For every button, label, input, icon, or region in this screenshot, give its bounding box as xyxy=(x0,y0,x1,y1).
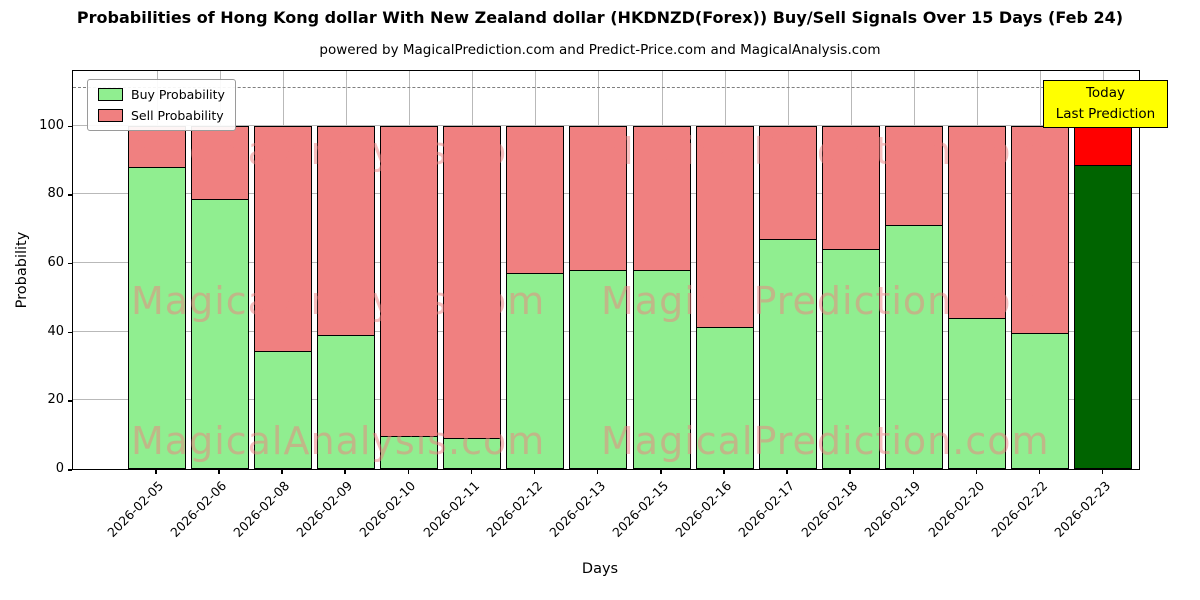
y-tick-mark xyxy=(68,469,72,471)
y-axis-label: Probability xyxy=(14,231,30,309)
x-tick-mark xyxy=(344,470,346,474)
legend-item-buy: Buy Probability xyxy=(98,87,225,102)
x-tick-label: 2026-02-09 xyxy=(293,478,356,540)
h-gridline xyxy=(73,124,1139,126)
sell-bar-2026-02-19 xyxy=(885,125,944,227)
x-axis-label: Days xyxy=(581,561,619,577)
sell-bar-2026-02-10 xyxy=(380,125,439,438)
sell-bar-2026-02-12 xyxy=(506,125,565,275)
x-tick-label: 2026-02-08 xyxy=(230,478,293,540)
chart-title: Probabilities of Hong Kong dollar With N… xyxy=(76,8,1124,27)
y-tick-mark xyxy=(68,400,72,402)
watermark-text-right: MagicalPrediction.com xyxy=(601,419,1050,463)
y-tick-label: 20 xyxy=(47,392,64,408)
watermark-text-right: MagicalPrediction.com xyxy=(601,129,1050,173)
sell-bar-2026-02-06 xyxy=(190,125,249,201)
buy-bar-2026-02-23 xyxy=(1074,165,1133,469)
sell-bar-2026-02-20 xyxy=(948,125,1007,319)
x-tick-mark xyxy=(1038,470,1041,474)
buy-bar-2026-02-05 xyxy=(127,166,186,469)
x-tick-label: 2026-02-19 xyxy=(861,478,924,540)
today-annotation-line2: Last Prediction xyxy=(1055,106,1156,122)
buy-bar-2026-02-15 xyxy=(632,269,691,469)
y-tick-mark xyxy=(68,331,72,334)
buy-bar-2026-02-13 xyxy=(569,269,628,469)
sell-bar-2026-02-09 xyxy=(316,125,375,337)
x-tick-mark xyxy=(596,470,599,474)
x-tick-mark xyxy=(218,470,220,474)
y-tick-label: 0 xyxy=(55,461,64,476)
x-tick-mark xyxy=(975,470,978,474)
x-tick-mark xyxy=(407,470,410,474)
x-tick-mark xyxy=(786,470,788,474)
x-tick-label: 2026-02-06 xyxy=(167,478,230,540)
x-tick-label: 2026-02-20 xyxy=(924,478,987,540)
sell-bar-2026-02-18 xyxy=(821,125,880,251)
x-tick-label: 2026-02-15 xyxy=(609,478,672,540)
x-tick-label: 2026-02-22 xyxy=(987,478,1050,540)
watermark-text-left: MagicalAnalysis.com xyxy=(131,279,546,323)
y-tick-label: 100 xyxy=(39,117,64,133)
sell-bar-2026-02-16 xyxy=(695,125,754,328)
buy-bar-2026-02-17 xyxy=(758,238,817,469)
buy-bar-2026-02-09 xyxy=(316,335,375,469)
x-tick-label: 2026-02-16 xyxy=(672,478,735,540)
sell-bar-2026-02-15 xyxy=(632,125,691,271)
x-tick-mark xyxy=(470,470,473,474)
sell-bar-2026-02-08 xyxy=(253,125,312,352)
y-tick-mark xyxy=(68,262,72,265)
x-tick-label: 2026-02-13 xyxy=(546,478,609,540)
sell-probability-swatch xyxy=(98,109,123,122)
sell-bar-2026-02-23 xyxy=(1074,125,1133,167)
watermark-text-right: MagicalPrediction.com xyxy=(601,279,1050,323)
x-tick-mark xyxy=(281,470,283,474)
buy-bar-2026-02-08 xyxy=(253,350,312,469)
x-tick-mark xyxy=(533,470,536,474)
threshold-dashed-line xyxy=(73,86,1139,88)
y-tick-label: 40 xyxy=(47,323,64,339)
x-tick-label: 2026-02-10 xyxy=(356,478,419,540)
x-tick-mark xyxy=(849,470,851,474)
x-tick-label: 2026-02-12 xyxy=(482,478,545,540)
watermark-text-left: MagicalAnalysis.com xyxy=(131,419,546,463)
x-tick-mark xyxy=(155,470,157,474)
legend-item-sell: Sell Probability xyxy=(98,108,225,123)
x-tick-mark xyxy=(723,470,725,474)
buy-probability-swatch xyxy=(98,88,123,101)
x-tick-label: 2026-02-17 xyxy=(735,478,798,540)
buy-bar-2026-02-16 xyxy=(695,326,754,469)
sell-bar-2026-02-13 xyxy=(569,125,628,271)
buy-bar-2026-02-12 xyxy=(506,273,565,469)
x-tick-label: 2026-02-05 xyxy=(104,478,167,540)
y-tick-mark xyxy=(68,194,72,196)
buy-bar-2026-02-18 xyxy=(821,249,880,469)
buy-bar-2026-02-06 xyxy=(190,199,249,469)
x-tick-mark xyxy=(660,470,662,474)
today-annotation: Today Last Prediction xyxy=(1043,80,1168,128)
watermark-text-left: MagicalAnalysis.com xyxy=(131,129,546,173)
buy-bar-2026-02-22 xyxy=(1011,333,1070,469)
x-tick-label: 2026-02-23 xyxy=(1051,478,1114,540)
legend: Buy Probability Sell Probability xyxy=(87,79,236,131)
y-tick-mark xyxy=(68,125,72,128)
sell-bar-2026-02-11 xyxy=(443,125,502,440)
sell-probability-label: Sell Probability xyxy=(131,108,224,123)
buy-bar-2026-02-19 xyxy=(885,225,944,469)
sell-bar-2026-02-17 xyxy=(758,125,817,240)
plot-area: Buy Probability Sell Probability Magical… xyxy=(72,70,1140,470)
x-tick-label: 2026-02-11 xyxy=(419,478,482,540)
chart-subtitle: powered by MagicalPrediction.com and Pre… xyxy=(319,42,881,58)
y-tick-label: 80 xyxy=(47,186,64,202)
x-tick-mark xyxy=(1101,470,1104,474)
x-tick-mark xyxy=(912,470,915,474)
today-annotation-line1: Today xyxy=(1085,85,1126,101)
y-tick-label: 60 xyxy=(47,254,64,270)
sell-bar-2026-02-22 xyxy=(1011,125,1070,335)
x-tick-label: 2026-02-18 xyxy=(798,478,861,540)
buy-probability-label: Buy Probability xyxy=(131,87,225,102)
